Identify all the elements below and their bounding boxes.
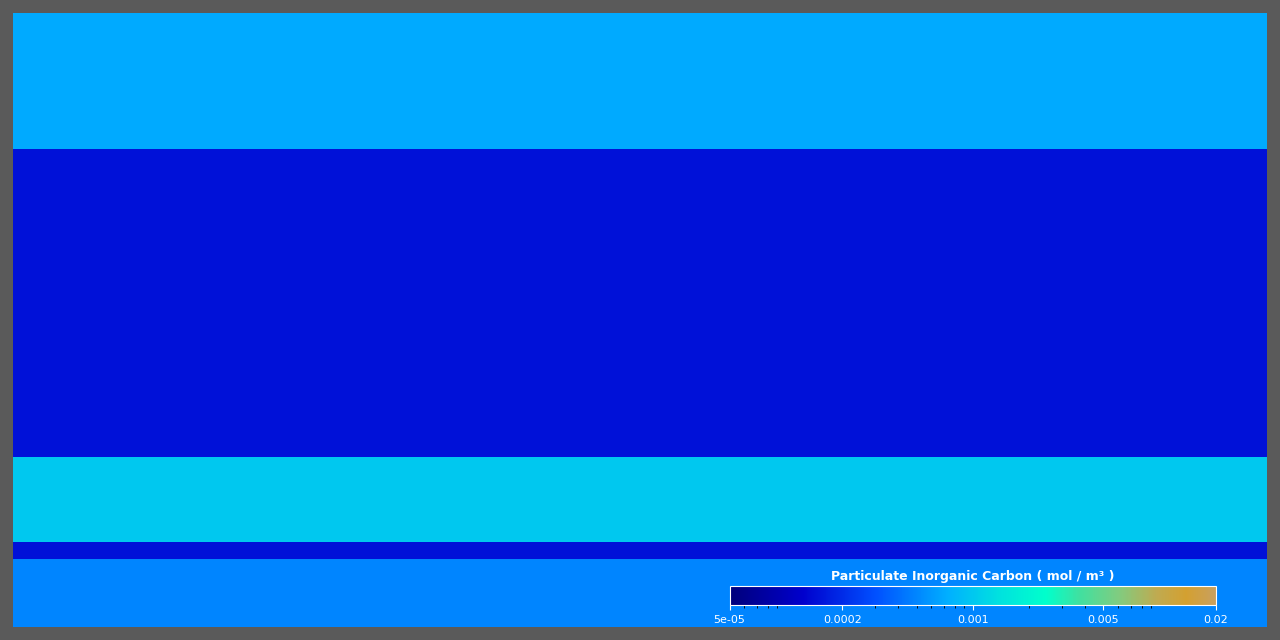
Title: Particulate Inorganic Carbon ( mol / m³ ): Particulate Inorganic Carbon ( mol / m³ … — [831, 570, 1115, 583]
